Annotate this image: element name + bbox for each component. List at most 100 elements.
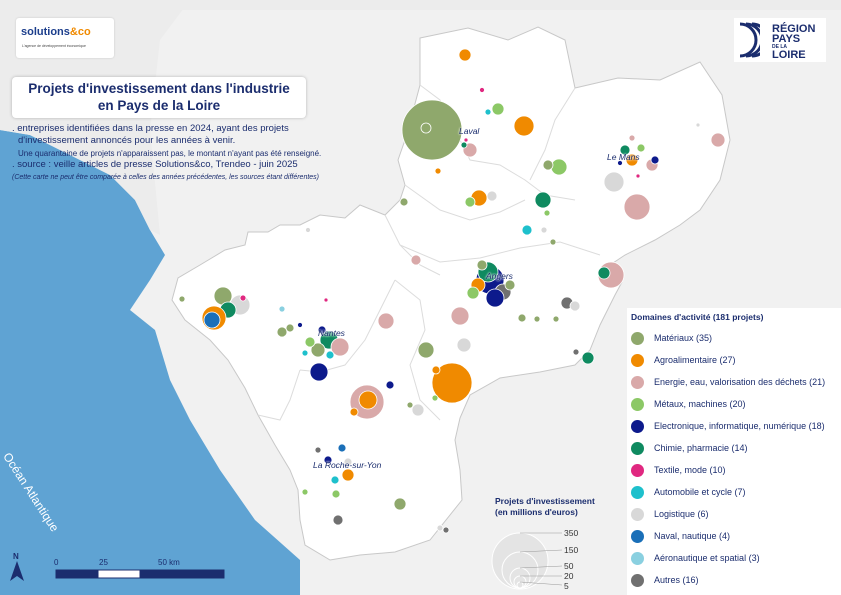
legend-title: Domaines d'activité (181 projets) [631,312,764,322]
bubble [513,115,535,137]
map-title-line1: Projets d'investissement dans l'industri… [28,81,290,96]
town-laval: Laval [459,126,480,136]
size-label-150: 150 [564,545,579,555]
info-line3: Une quarantaine de projets n'apparaissen… [18,149,322,158]
legend-label: Electronique, informatique, numérique (1… [654,421,825,431]
bubble [420,122,432,134]
legend-swatch [631,353,644,367]
region-logo-text: RÉGION PAYS DE LA LOIRE [772,23,816,61]
bubble [581,351,595,365]
legend-label: Métaux, machines (20) [654,399,746,409]
bubble [385,380,395,390]
bubble [543,209,551,217]
legend-item: Electronique, informatique, numérique (1… [631,418,825,434]
legend-label: Autres (16) [654,575,699,585]
logo-brand: solutions&co [21,26,91,38]
bubble [332,514,344,526]
bubble [431,365,441,375]
info-source: . source : veille articles de presse Sol… [12,159,298,170]
bubble [491,102,505,116]
bubble [450,306,470,326]
bubble [460,141,468,149]
bubble [540,226,548,234]
region-logo-line3: DE LA [772,44,787,50]
sea [0,130,300,595]
map-title: Projets d'investissement dans l'industri… [12,77,306,118]
size-label-5: 5 [564,581,569,591]
bubble [178,295,186,303]
solutions-co-logo: solutions&co L'agence de développement é… [16,18,114,58]
legend-item: Aéronautique et spatial (3) [631,550,760,566]
bubble [552,315,560,323]
bubble [297,322,303,328]
scale-bar [55,569,225,579]
scale-label-0: 0 [54,558,59,567]
bubble [301,488,309,496]
north-letter: N [13,552,19,561]
region-logo-icon [739,22,760,58]
bubble [463,137,469,143]
bubble [349,407,359,417]
bubble [330,337,350,357]
bubble [466,286,480,300]
legend-item: Métaux, machines (20) [631,396,746,412]
legend-label: Naval, nautique (4) [654,531,731,541]
legend-label: Agroalimentaire (27) [654,355,736,365]
bubble [636,143,646,153]
scale-label-25: 25 [99,558,108,567]
legend-swatch [631,331,644,345]
bubble [323,297,329,303]
legend-swatch [631,397,644,411]
size-label-50: 50 [564,561,574,571]
bubble [464,196,476,208]
bubble [410,254,422,266]
bubble [485,288,505,308]
bubble [377,312,395,330]
region-logo-line1: RÉGION [772,23,816,35]
bubble [337,443,347,453]
info-line1: . entreprises identifiées dans la presse… [12,123,289,134]
legend-item: Agroalimentaire (27) [631,352,736,368]
bubble [521,224,533,236]
size-label-20: 20 [564,571,574,581]
legend-item: Logistique (6) [631,506,709,522]
legend-label: Matériaux (35) [654,333,713,343]
bubble [331,489,341,499]
bubble [533,315,541,323]
legend-label: Aéronautique et spatial (3) [654,553,760,563]
bubble [458,48,472,62]
bubble [393,497,407,511]
map-title-line2: en Pays de la Loire [97,98,221,113]
bubble [603,171,625,193]
bubble [569,300,581,312]
bubble [401,99,463,161]
bubble [517,313,527,323]
info-line2: d'investissement annoncés pour les année… [18,135,236,146]
legend-swatch [631,551,644,565]
size-legend-leaders [519,532,563,586]
legend-label: Logistique (6) [654,509,709,519]
logo-tagline: L'agence de développement économique [22,44,86,48]
size-legend-title-line1: Projets d'investissement [495,496,595,506]
size-label-350: 350 [564,528,579,538]
town-la-roche-sur-yon: La Roche-sur-Yon [313,460,382,470]
bubble [625,153,639,167]
bubble [406,401,414,409]
town-nantes: Nantes [318,328,345,338]
bubble [486,190,498,202]
bubble [549,238,557,246]
legend-swatch [631,507,644,521]
bubble [619,144,631,156]
legend-label: Automobile et cycle (7) [654,487,746,497]
legend-item: Matériaux (35) [631,330,712,346]
legend-swatch [631,375,644,389]
bubble [534,191,552,209]
bubble [239,294,247,302]
bubble [479,87,485,93]
legend-item: Naval, nautique (4) [631,528,730,544]
bubble [309,362,329,382]
town-angers: Angers [486,271,513,281]
bubble [617,160,623,166]
bubble [628,134,636,142]
